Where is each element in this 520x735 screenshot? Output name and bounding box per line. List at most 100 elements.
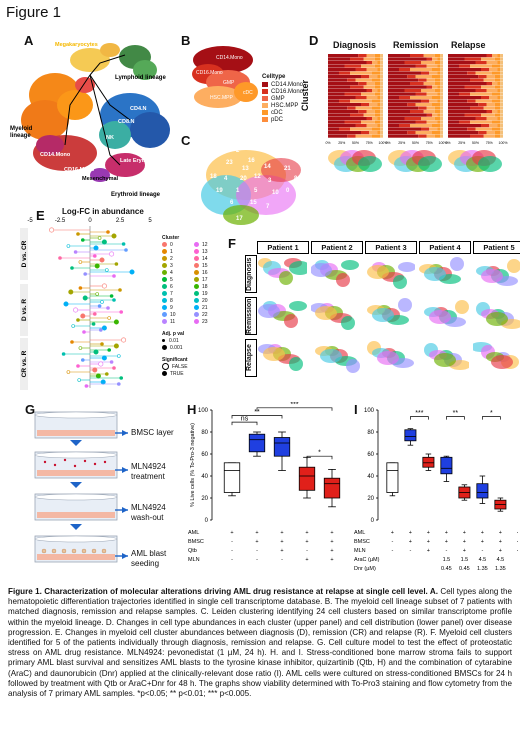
stacked-bar-segment <box>494 134 501 138</box>
stacked-bar-segment <box>494 103 501 107</box>
stacked-bar-segment <box>434 110 441 114</box>
umap-label-cd14: CD14.Mono <box>216 55 243 61</box>
cluster-id-label: 19 <box>216 188 223 194</box>
stacked-bar-segment <box>380 110 383 114</box>
box-iqr <box>386 462 399 493</box>
lollipop-dot <box>71 324 76 328</box>
lollipop-dot <box>93 312 97 316</box>
lollipop-dot <box>84 384 89 388</box>
lollipop-dot <box>73 250 78 254</box>
stacked-bar-segment <box>500 92 503 96</box>
stacked-bar-segment <box>497 110 501 114</box>
stacked-bar-segment <box>418 134 427 138</box>
stacked-bar-segment <box>421 127 430 131</box>
stacked-bar-segment <box>388 64 416 68</box>
lollipop-dot <box>113 343 119 349</box>
e-cluster-legend-item: 14 <box>194 255 222 262</box>
f-umap-blob <box>336 273 350 287</box>
stacked-bar-segment <box>380 85 383 89</box>
f-umap-cell <box>258 258 307 285</box>
stacked-bar-segment <box>448 96 481 100</box>
stacked-bar-segment <box>434 106 441 110</box>
stacked-bar-segment <box>448 64 459 68</box>
stacked-bar-segment <box>497 61 501 65</box>
panel-e-lollipop: -5 -2.5 0 2.5 5 D vs. CR D vs. R CR vs. R <box>20 218 152 390</box>
lollipop-dot <box>107 348 111 352</box>
stacked-bar-segment <box>328 120 345 124</box>
stacked-bar-segment <box>459 64 470 68</box>
stacked-bar-segment <box>440 131 443 135</box>
stacked-bar-segment <box>410 54 424 58</box>
stacked-bar-segment <box>328 78 348 82</box>
stacked-bar-segment <box>380 103 383 107</box>
condition-value: - <box>231 548 233 554</box>
lollipop-dot <box>68 289 74 295</box>
condition-value: + <box>481 539 484 545</box>
e-cluster-legend-item: 10 <box>162 311 190 318</box>
stacked-bar-segment <box>437 57 441 61</box>
d-xtick: 50% <box>352 141 359 145</box>
stacked-bar-segment <box>415 75 432 79</box>
condition-value: + <box>305 530 308 536</box>
condition-value: 4.5 <box>479 557 487 563</box>
legend-text: 13 <box>202 248 208 255</box>
stacked-bar-segment <box>377 124 381 128</box>
stacked-bar-segment <box>350 85 364 89</box>
legend-text: 22 <box>202 311 208 318</box>
stacked-bar-segment <box>448 131 479 135</box>
stacked-bar-segment <box>380 89 383 93</box>
f-umap-blob <box>367 265 389 279</box>
sig-bracket <box>410 416 429 420</box>
condition-value: - <box>231 557 233 563</box>
stacked-bar-segment <box>470 134 484 138</box>
legend-text: 4 <box>170 269 173 276</box>
condition-value: 1.35 <box>477 566 488 572</box>
f-umap-cell <box>258 344 303 371</box>
box-iqr <box>298 466 316 491</box>
stacked-bar-segment <box>432 113 438 117</box>
sig-label: ns <box>241 416 249 423</box>
f-umap-blob <box>398 298 412 312</box>
stacked-bar-segment <box>372 127 381 131</box>
legend-text: GMP <box>271 95 285 102</box>
cluster-id-label: 20 <box>240 176 247 182</box>
panel-a-label: A <box>24 33 34 48</box>
figure-title: Figure 1 <box>6 4 62 21</box>
umap-label-gmp: GMP <box>223 80 235 86</box>
condition-value: + <box>517 539 518 545</box>
stacked-bar-segment <box>421 71 430 75</box>
stacked-bar-segment <box>339 99 350 103</box>
celltype-legend-item: GMP <box>262 95 303 102</box>
legend-text: CD16.Mono <box>271 88 304 95</box>
e-xtick: 5 <box>148 218 152 224</box>
stacked-bar-segment <box>328 110 359 114</box>
stacked-bar-segment <box>486 117 498 121</box>
legend-dot <box>194 312 199 317</box>
f-umap-cell <box>311 260 359 287</box>
condition-value: + <box>445 530 448 536</box>
stacked-bar-segment <box>380 71 383 75</box>
stacked-bar-segment <box>481 57 495 61</box>
f-umap-blob <box>289 357 303 371</box>
stacked-bar-segment <box>388 110 410 114</box>
legend-dot <box>162 284 167 289</box>
label-plasma: Plasma <box>128 40 148 46</box>
condition-value: + <box>330 530 333 536</box>
lollipop-dot <box>100 300 104 304</box>
stacked-bar-segment <box>407 131 416 135</box>
stacked-bar-segment <box>366 54 375 58</box>
stacked-bar-segment <box>355 96 367 100</box>
e-row-strip <box>20 338 28 390</box>
stacked-bar-segment <box>377 96 381 100</box>
stacked-bar-segment <box>434 117 441 121</box>
stacked-bar-segment <box>459 92 470 96</box>
stacked-bar-segment <box>432 85 438 89</box>
y-tick-label: 0 <box>371 518 375 524</box>
panel-g-label: G <box>25 402 36 417</box>
stacked-bar-segment <box>426 85 432 89</box>
stacked-bar-segment <box>432 131 441 135</box>
stacked-bar-segment <box>328 85 350 89</box>
f-umap-blob <box>341 316 355 330</box>
stacked-bar-segment <box>350 57 364 61</box>
condition-value: - <box>391 548 393 554</box>
